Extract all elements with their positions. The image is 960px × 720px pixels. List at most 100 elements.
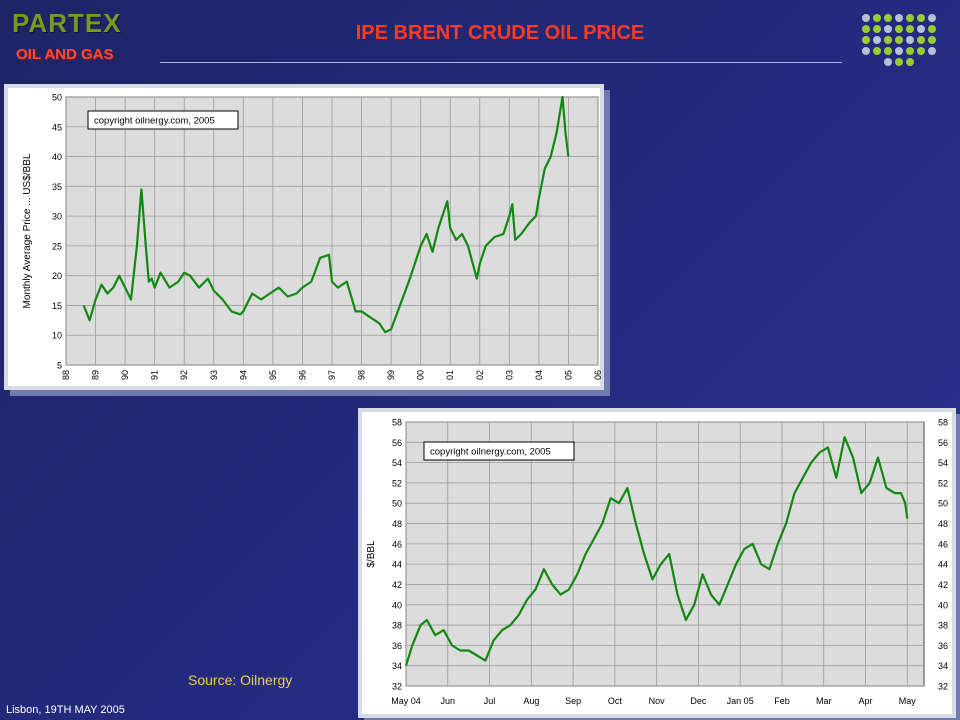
y-tick-label-right: 54	[938, 458, 948, 468]
y-tick-label: 30	[52, 212, 62, 222]
logo-dot	[884, 25, 892, 33]
x-tick-label: 94	[238, 370, 248, 380]
y-tick-label: 36	[392, 641, 402, 651]
x-tick-label: 95	[268, 370, 278, 380]
y-tick-label-right: 56	[938, 438, 948, 448]
y-axis-label: Monthly Average Price ... US$/BBL	[22, 153, 33, 308]
logo-dot	[895, 58, 903, 66]
logo-subtitle: OIL AND GAS	[16, 46, 114, 63]
price-series-line	[82, 95, 570, 334]
logo-dot	[895, 25, 903, 33]
x-tick-label: 01	[445, 370, 455, 380]
source-note: Source: Oilnergy	[188, 672, 293, 688]
plot-area	[405, 421, 925, 687]
logo-dot	[917, 36, 925, 44]
y-tick-label: 40	[392, 600, 402, 610]
x-tick-label: 99	[386, 370, 396, 380]
y-tick-label: 10	[52, 331, 62, 341]
logo-dot	[884, 36, 892, 44]
x-tick-label: Nov	[649, 696, 666, 706]
x-tick-label: 03	[504, 370, 514, 380]
y-tick-label-right: 32	[938, 682, 948, 692]
x-tick-label: 93	[209, 370, 219, 380]
y-tick-label-right: 58	[938, 418, 948, 428]
logo-dot	[928, 36, 936, 44]
logo-dot	[906, 36, 914, 44]
logo-dot	[873, 25, 881, 33]
y-tick-label: 50	[392, 499, 402, 509]
logo-dot	[895, 14, 903, 22]
y-tick-label: 15	[52, 301, 62, 311]
logo-dot	[873, 14, 881, 22]
y-tick-label: 25	[52, 241, 62, 251]
x-tick-label: 04	[534, 370, 544, 380]
x-tick-label: 00	[416, 370, 426, 380]
copyright-box	[423, 441, 575, 461]
logo-dot	[917, 47, 925, 55]
logo-dot	[862, 36, 870, 44]
logo-dot	[917, 14, 925, 22]
logo-dot	[862, 47, 870, 55]
x-tick-label: 91	[150, 370, 160, 380]
logo-dot	[862, 14, 870, 22]
y-tick-label: 35	[52, 182, 62, 192]
chart-panel-longterm: 5 10 15 20 25 30 35 40 45 50 88 89 90 91 92 93 94 95 96 97 9…	[4, 84, 604, 390]
y-tick-label: 46	[392, 539, 402, 549]
x-tick-label: Aug	[523, 696, 539, 706]
chart-recent: 32 32 34 34 36 36 38 38 40 40 42 42 44 44 46 46 48 48 50 50…	[362, 412, 952, 714]
logo-dot	[928, 14, 936, 22]
y-tick-label: 32	[392, 682, 402, 692]
page-title: IPE BRENT CRUDE OIL PRICE	[355, 22, 645, 44]
y-tick-label-right: 48	[938, 519, 948, 529]
logo-dot	[906, 25, 914, 33]
y-tick-label: 50	[52, 93, 62, 103]
logo-dot	[884, 47, 892, 55]
logo-dot	[895, 47, 903, 55]
y-tick-label-right: 36	[938, 641, 948, 651]
logo-dot	[873, 47, 881, 55]
y-tick-label: 34	[392, 661, 402, 671]
x-tick-label: Feb	[774, 696, 790, 706]
y-tick-label: 54	[392, 458, 402, 468]
logo-dot	[906, 58, 914, 66]
logo-dot	[873, 36, 881, 44]
x-tick-label: May	[899, 696, 917, 706]
x-tick-label: Apr	[859, 696, 873, 706]
y-tick-label-right: 44	[938, 560, 948, 570]
logo-name: PARTEX	[12, 8, 122, 38]
y-tick-label: 58	[392, 418, 402, 428]
y-tick-label-right: 38	[938, 621, 948, 631]
logo-dot	[906, 47, 914, 55]
x-tick-label: Sep	[565, 696, 581, 706]
logo-dot	[884, 58, 892, 66]
y-tick-label-right: 34	[938, 661, 948, 671]
x-tick-label: 89	[91, 370, 101, 380]
logo-dot	[928, 47, 936, 55]
x-tick-label: Jan 05	[727, 696, 754, 706]
y-axis-label: $/BBL	[366, 540, 377, 568]
y-tick-label: 20	[52, 271, 62, 281]
x-tick-label: Mar	[816, 696, 832, 706]
y-tick-label-right: 42	[938, 580, 948, 590]
y-tick-label: 40	[52, 152, 62, 162]
x-tick-label: Dec	[690, 696, 707, 706]
y-tick-label: 56	[392, 438, 402, 448]
x-tick-label: Jul	[484, 696, 496, 706]
x-tick-label: Jun	[441, 696, 456, 706]
y-tick-label-right: 50	[938, 499, 948, 509]
logo-dot	[884, 14, 892, 22]
x-tick-label: 98	[357, 370, 367, 380]
logo-dot	[895, 36, 903, 44]
logo-dot	[862, 25, 870, 33]
logo-dot	[917, 25, 925, 33]
footer-date: Lisbon, 19TH MAY 2005	[6, 704, 125, 716]
y-tick-label-right: 52	[938, 478, 948, 488]
y-tick-label: 42	[392, 580, 402, 590]
y-tick-label: 38	[392, 621, 402, 631]
x-tick-label: 97	[327, 370, 337, 380]
x-tick-label: 88	[61, 370, 71, 380]
x-tick-label: 05	[563, 370, 573, 380]
x-tick-label: 90	[120, 370, 130, 380]
y-tick-label: 44	[392, 560, 402, 570]
price-series-line	[404, 436, 909, 667]
